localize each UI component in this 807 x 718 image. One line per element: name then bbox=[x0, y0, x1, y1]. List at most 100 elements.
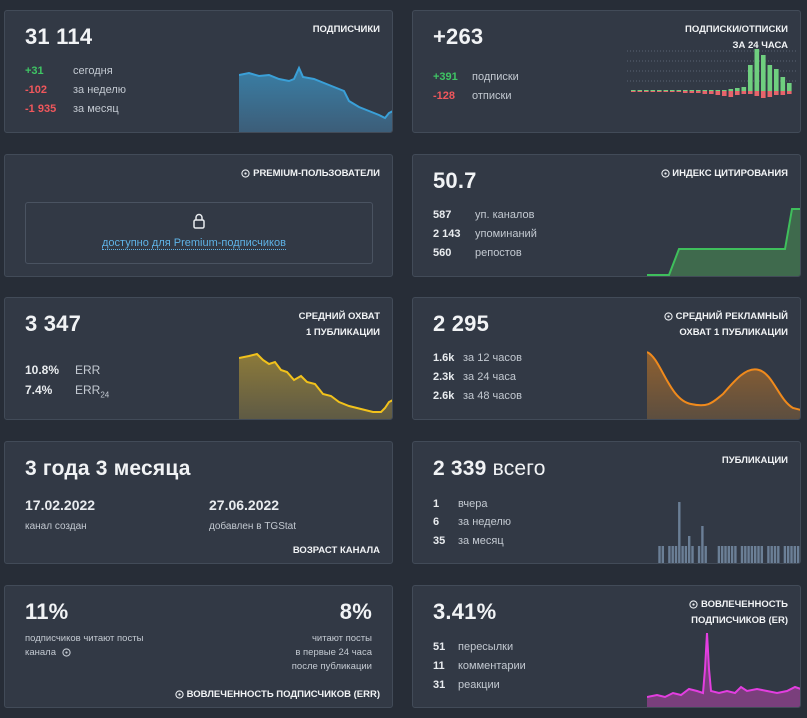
err-right-text-line3: после публикации bbox=[291, 661, 372, 672]
reach-value: 3 347 bbox=[25, 311, 82, 336]
subs-up-bar bbox=[715, 90, 721, 91]
subs-24h-label-line1: ПОДПИСКИ/ОТПИСКИ bbox=[685, 24, 788, 35]
premium-label: PREMIUM-ПОЛЬЗОВАТЕЛИ bbox=[241, 166, 380, 182]
subs-up-bar bbox=[761, 55, 766, 91]
subs-24h-label-line2: ЗА 24 ЧАСА bbox=[732, 40, 788, 51]
posts-month-row: 35 за месяц bbox=[433, 535, 504, 548]
premium-label-text: PREMIUM-ПОЛЬЗОВАТЕЛИ bbox=[253, 168, 380, 179]
publication-bar bbox=[717, 546, 721, 563]
subs-down-bar bbox=[644, 91, 649, 92]
subs-today-value: +31 bbox=[25, 65, 44, 77]
er-comments-row: 11 комментарии bbox=[433, 660, 526, 673]
publication-bar bbox=[671, 546, 674, 563]
reach-err-text: ERR bbox=[75, 363, 101, 377]
err-left-text: подписчиков читают посты канала bbox=[25, 632, 143, 660]
info-circle-icon bbox=[660, 169, 670, 178]
ad-reach-48h-row: 2.6k за 48 часов bbox=[433, 390, 522, 403]
publication-bar bbox=[770, 546, 773, 563]
added-label: добавлен в TGStat bbox=[209, 521, 297, 532]
subs-24h-card[interactable]: +263 ПОДПИСКИ/ОТПИСКИ ЗА 24 ЧАСА +391 по… bbox=[412, 10, 801, 133]
subs-today-row: +31 сегодня bbox=[25, 65, 113, 78]
posts-week-value: 6 bbox=[433, 516, 440, 528]
publication-bar bbox=[734, 546, 737, 563]
subs-up-bar bbox=[637, 90, 643, 91]
info-circle-icon[interactable] bbox=[62, 648, 71, 657]
posts-week-text: за неделю bbox=[458, 516, 512, 528]
ad-reach-chart bbox=[647, 351, 800, 419]
publication-bar bbox=[787, 546, 790, 563]
publication-bar bbox=[793, 546, 796, 563]
ad-reach-24h-row: 2.3k за 24 часа bbox=[433, 371, 516, 384]
premium-card[interactable]: PREMIUM-ПОЛЬЗОВАТЕЛИ доступно для Premiu… bbox=[4, 154, 393, 277]
reach-err24-label: ERR bbox=[75, 383, 101, 397]
citation-reposts-value: 560 bbox=[433, 247, 452, 259]
citation-mentions-row: 2 143 упоминаний bbox=[433, 228, 537, 241]
subs-down-bar bbox=[735, 91, 740, 95]
er-card[interactable]: 3.41% ВОВЛЕЧЕННОСТЬ ПОДПИСЧИКОВ (ER) 51 … bbox=[412, 585, 801, 708]
er-forwards-value: 51 bbox=[433, 641, 446, 653]
ad-reach-label: СРЕДНИЙ РЕКЛАМНЫЙ ОХВАТ 1 ПУБЛИКАЦИИ bbox=[664, 309, 788, 341]
subscribers-chart bbox=[239, 65, 392, 132]
citation-chart bbox=[647, 208, 800, 276]
err-left-text-line2: канала bbox=[25, 647, 57, 658]
subs-up-bar bbox=[748, 65, 753, 91]
err-card[interactable]: 11% подписчиков читают посты канала 8% ч… bbox=[4, 585, 393, 708]
channel-age-card[interactable]: 3 года 3 месяца 17.02.2022 канал создан … bbox=[4, 441, 393, 564]
err-left-text-line1: подписчиков читают посты bbox=[25, 633, 144, 644]
err-label-text: ВОВЛЕЧЕННОСТЬ ПОДПИСЧИКОВ (ERR) bbox=[186, 689, 380, 700]
premium-link[interactable]: доступно для Premium-подписчиков bbox=[102, 237, 286, 250]
subs-down-bar bbox=[767, 91, 773, 97]
posts-yesterday-value: 1 bbox=[433, 498, 440, 510]
er-comments-value: 11 bbox=[433, 660, 445, 672]
subscribers-card[interactable]: 31 114 ПОДПИСЧИКИ +31 сегодня -102 за не… bbox=[4, 10, 393, 133]
er-value: 3.41% bbox=[433, 599, 497, 624]
subs-week-value: -102 bbox=[25, 84, 48, 96]
ad-reach-label-line1-wrap: СРЕДНИЙ РЕКЛАМНЫЙ bbox=[664, 309, 788, 325]
subs-24h-joined-text: подписки bbox=[472, 71, 519, 83]
publication-bar bbox=[697, 546, 701, 563]
subs-up-bar bbox=[735, 88, 740, 91]
er-reactions-value: 31 bbox=[433, 679, 446, 691]
subs-24h-left-row: -128 отписки bbox=[433, 90, 511, 103]
publication-bar bbox=[704, 546, 707, 563]
publication-bar bbox=[681, 546, 684, 563]
ad-reach-48h-value: 2.6k bbox=[433, 390, 455, 402]
subs-down-bar bbox=[787, 91, 792, 94]
er-label-line1: ВОВЛЕЧЕННОСТЬ bbox=[700, 599, 788, 610]
ad-reach-card[interactable]: 2 295 СРЕДНИЙ РЕКЛАМНЫЙ ОХВАТ 1 ПУБЛИКАЦ… bbox=[412, 297, 801, 420]
posts-month-text: за месяц bbox=[458, 535, 504, 547]
reach-card[interactable]: 3 347 СРЕДНИЙ ОХВАТ 1 ПУБЛИКАЦИИ 10.8% E… bbox=[4, 297, 393, 420]
ad-reach-12h-text: за 12 часов bbox=[463, 352, 522, 364]
reach-err-row: 10.8% ERR bbox=[25, 364, 100, 377]
publication-bar bbox=[760, 546, 763, 563]
reach-err24-value: 7.4% bbox=[25, 383, 53, 397]
publication-bar bbox=[740, 546, 744, 563]
publication-bar bbox=[684, 546, 688, 563]
publication-bar bbox=[773, 546, 777, 563]
subs-down-bar bbox=[722, 91, 727, 96]
er-chart bbox=[647, 632, 800, 707]
publication-bar bbox=[701, 526, 704, 563]
subs-down-bar bbox=[748, 91, 753, 94]
er-label-line1-wrap: ВОВЛЕЧЕННОСТЬ bbox=[689, 597, 788, 613]
err-label: ВОВЛЕЧЕННОСТЬ ПОДПИСЧИКОВ (ERR) bbox=[175, 687, 380, 703]
citation-card[interactable]: 50.7 ИНДЕКС ЦИТИРОВАНИЯ 587 уп. каналов … bbox=[412, 154, 801, 277]
subs-down-bar bbox=[774, 91, 779, 95]
subs-down-bar bbox=[637, 91, 643, 92]
publication-bar bbox=[678, 502, 681, 563]
subs-up-bar bbox=[676, 90, 682, 91]
subs-24h-chart bbox=[627, 49, 797, 98]
publication-bar bbox=[691, 546, 694, 563]
subs-up-bar bbox=[689, 90, 695, 91]
reach-label-line2: 1 ПУБЛИКАЦИИ bbox=[305, 327, 380, 338]
subs-24h-joined-row: +391 подписки bbox=[433, 71, 519, 84]
subs-down-bar bbox=[696, 91, 701, 93]
subs-up-bar bbox=[670, 90, 675, 91]
publication-bar bbox=[747, 546, 750, 563]
subs-up-bar bbox=[702, 90, 708, 91]
subs-up-bar bbox=[657, 90, 662, 91]
ad-reach-12h-value: 1.6k bbox=[433, 352, 455, 364]
publications-card[interactable]: 2 339 всего ПУБЛИКАЦИИ 1 вчера 6 за неде… bbox=[412, 441, 801, 564]
subs-today-text: сегодня bbox=[73, 65, 113, 77]
er-forwards-text: пересылки bbox=[458, 641, 514, 653]
